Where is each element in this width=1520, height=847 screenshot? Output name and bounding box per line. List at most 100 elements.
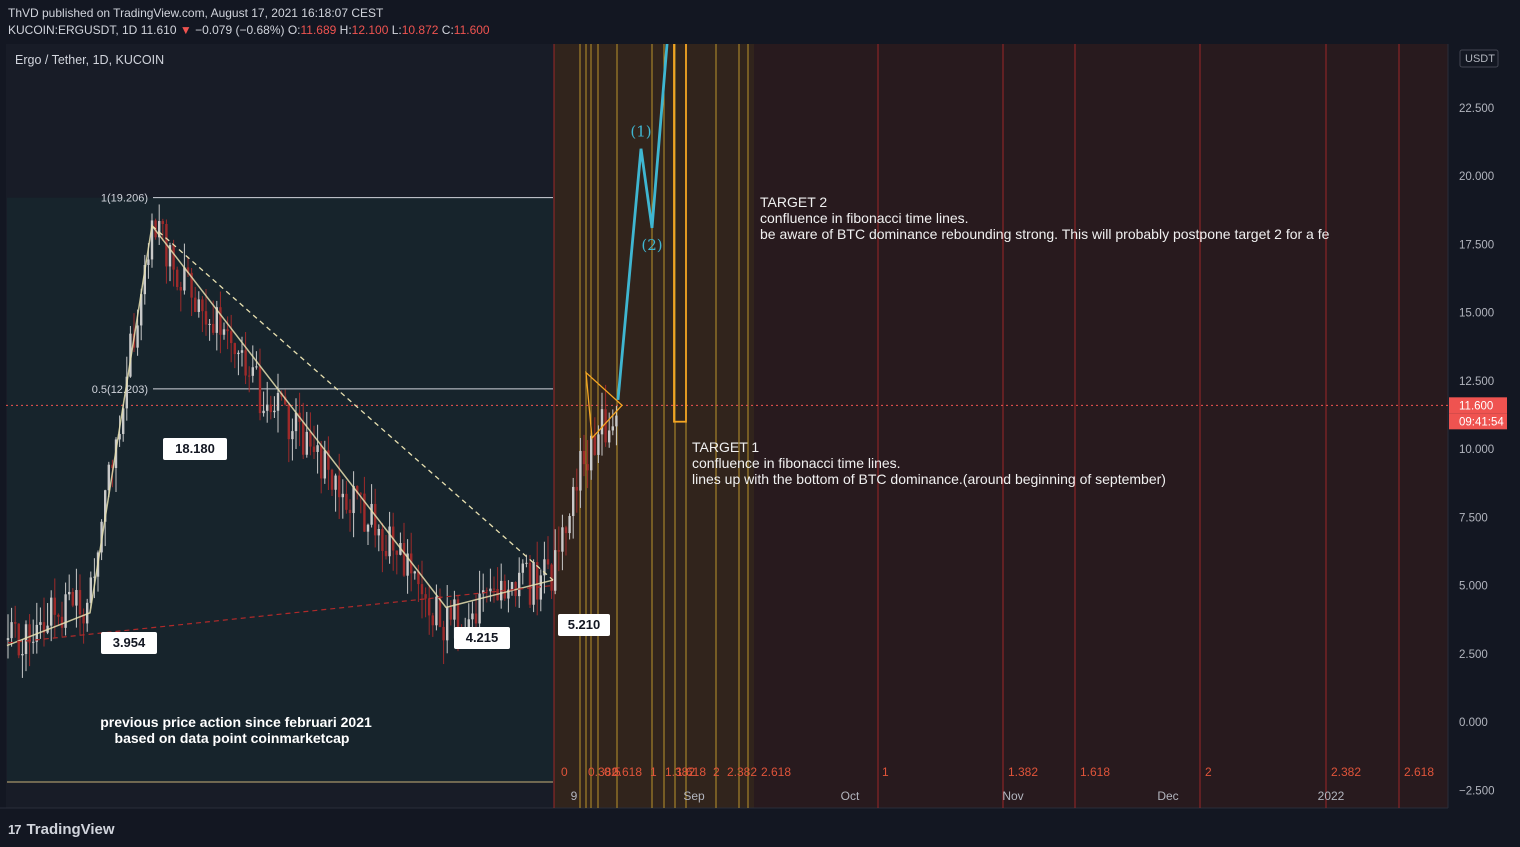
- candle-body: [604, 409, 607, 443]
- candle-body: [258, 366, 262, 414]
- high-label: H:: [339, 23, 352, 37]
- price-callout-value: 3.954: [113, 635, 146, 650]
- publish-line: ThVD published on TradingView.com, Augus…: [8, 6, 384, 20]
- history-note: previous price action since februari 202…: [100, 714, 372, 730]
- candle-body: [42, 622, 46, 633]
- price-callout-box: [101, 632, 157, 654]
- candle-body: [579, 450, 582, 491]
- y-tick-label: 20.000: [1459, 171, 1494, 183]
- candle-body: [608, 430, 611, 443]
- candle-body: [536, 562, 539, 600]
- down-arrow-icon: ▼: [179, 23, 192, 37]
- tradingview-logo[interactable]: 17 TradingView: [8, 821, 115, 838]
- candle-body: [204, 311, 208, 325]
- candle-body: [597, 434, 600, 455]
- fib-time-label: 0.382: [588, 765, 618, 779]
- candle-body: [586, 464, 589, 471]
- candle-body: [561, 527, 564, 552]
- high-value: 12.100: [351, 23, 389, 37]
- candle-body: [269, 404, 272, 413]
- candle-body: [377, 528, 380, 536]
- candle-body: [222, 329, 226, 335]
- y-tick-label: 2.500: [1459, 649, 1488, 661]
- last-price: 11.610: [140, 23, 177, 37]
- y-tick-label: 0.000: [1459, 717, 1488, 729]
- target-1-note: lines up with the bottom of BTC dominanc…: [692, 471, 1166, 487]
- price-axis-label: 11.600: [1459, 400, 1493, 412]
- candle-body: [75, 590, 78, 606]
- candle-body: [467, 619, 470, 628]
- candle-body: [68, 591, 71, 595]
- candle-body: [482, 590, 485, 594]
- candle-body: [582, 450, 586, 465]
- close-label: C:: [441, 23, 454, 37]
- candle-body: [78, 590, 82, 615]
- candle-body: [158, 221, 161, 238]
- x-tick-label: Nov: [1002, 789, 1023, 803]
- candle-body: [453, 599, 456, 620]
- candle-body: [305, 431, 308, 455]
- candle-body: [572, 486, 575, 517]
- y-tick-label: −2.500: [1459, 785, 1495, 797]
- candle-body: [507, 589, 510, 599]
- candle-body: [510, 582, 514, 590]
- candle-body: [125, 376, 128, 409]
- candle-body: [291, 431, 294, 440]
- candle-body: [230, 331, 233, 344]
- candle-body: [71, 591, 74, 606]
- y-tick-label: 7.500: [1459, 512, 1488, 524]
- close-value: 11.600: [453, 23, 490, 37]
- descending-dashed-trendline: [151, 225, 554, 581]
- candle-body: [194, 297, 197, 312]
- y-tick-label: 22.500: [1459, 103, 1494, 115]
- candle-body: [215, 307, 218, 333]
- candle-body: [327, 450, 330, 470]
- x-tick-label: Oct: [841, 789, 860, 803]
- candle-body: [118, 434, 121, 440]
- candle-body: [294, 412, 298, 432]
- x-tick-label: 2022: [1318, 789, 1345, 803]
- candle-body: [24, 624, 28, 654]
- history-zone: [7, 197, 554, 783]
- candle-body: [309, 431, 312, 447]
- price-axis-label: 09:41:54: [1459, 416, 1504, 428]
- candle-body: [284, 396, 287, 405]
- candle-body: [89, 577, 92, 603]
- tradingview-mark-icon: 17: [8, 822, 22, 837]
- fib-retracement-label: 0.5(12.203): [92, 384, 148, 396]
- candle-body: [316, 445, 319, 452]
- candle-body: [176, 269, 179, 287]
- candle-body: [395, 550, 398, 555]
- fib-time-label: 1.618: [676, 765, 706, 779]
- x-tick-label: Sep: [683, 789, 705, 803]
- candle-body: [471, 613, 474, 620]
- fib-time-label: 0.618: [612, 765, 642, 779]
- candle-body: [262, 410, 265, 414]
- candle-body: [615, 415, 618, 427]
- candle-body: [161, 221, 164, 225]
- chart-legend: Ergo / Tether, 1D, KUCOIN: [15, 53, 164, 67]
- candle-body: [456, 599, 460, 634]
- candle-body: [525, 562, 528, 564]
- x-tick-label: Dec: [1157, 789, 1178, 803]
- candle-body: [428, 598, 431, 616]
- elliott-wave-path: [616, 44, 669, 400]
- candle-body: [557, 550, 560, 552]
- candle-body: [575, 486, 578, 491]
- candle-body: [233, 343, 236, 355]
- y-tick-label: 12.500: [1459, 376, 1494, 388]
- x-tick-label: 9: [571, 789, 578, 803]
- candle-body: [287, 404, 290, 440]
- price-callout-value: 5.210: [568, 617, 601, 632]
- fib-time-label: 1.382: [665, 765, 695, 779]
- candle-body: [374, 503, 377, 536]
- candle-body: [543, 559, 546, 576]
- symbol-label[interactable]: KUCOIN:ERGUSDT, 1D: [8, 23, 138, 37]
- candle-body: [111, 464, 114, 469]
- candle-body: [388, 526, 391, 557]
- target-1-note: TARGET 1: [692, 439, 759, 455]
- low-value: 10.872: [401, 23, 439, 37]
- candle-body: [503, 580, 506, 599]
- candle-body: [352, 486, 355, 514]
